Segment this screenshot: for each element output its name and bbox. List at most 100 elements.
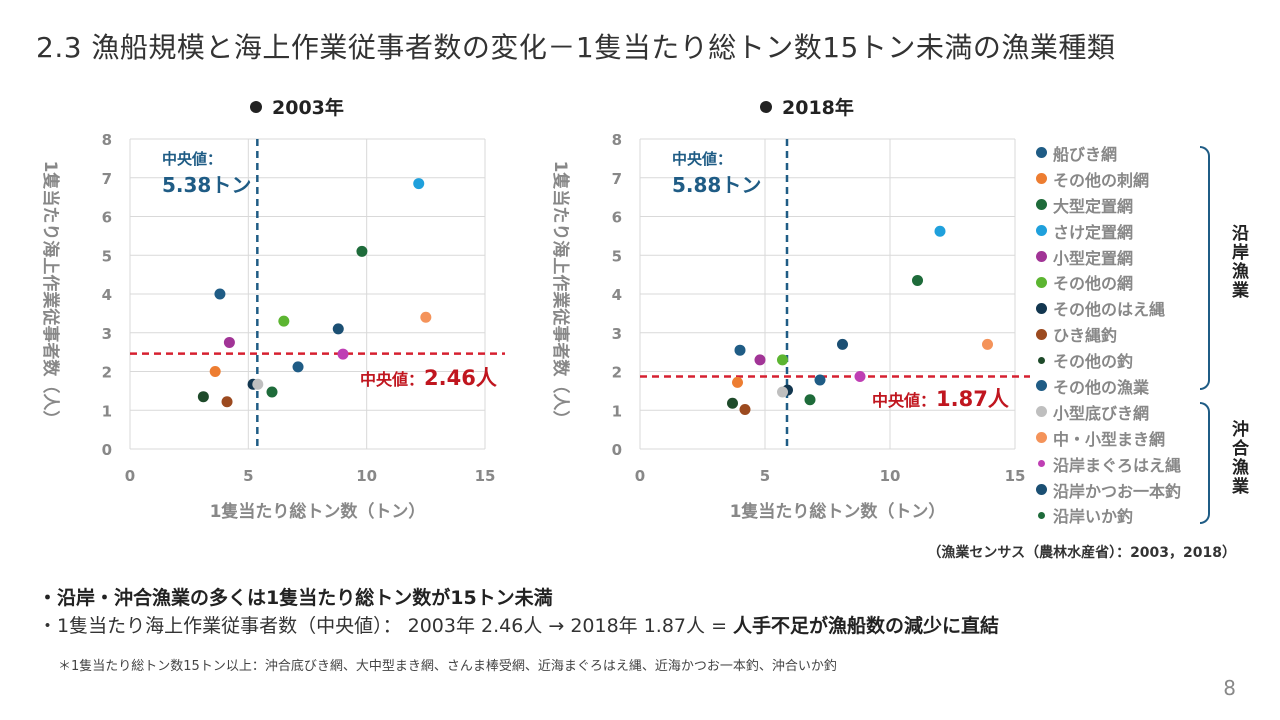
data-point xyxy=(734,344,746,356)
data-point xyxy=(413,178,425,190)
data-point xyxy=(804,394,816,406)
chart-title: 2018年 xyxy=(782,96,854,119)
y-tick-label: 4 xyxy=(102,286,112,304)
legend-item: 小型底びき網 xyxy=(1036,399,1226,425)
x-axis-label: 1隻当たり総トン数（トン） xyxy=(730,501,946,522)
data-point xyxy=(356,245,368,257)
chart-legend: 船びき網 その他の刺網 大型定置網 さけ定置網 小型定置網 その他の網 その他のはえ縄 ひき縄… xyxy=(1036,140,1226,528)
legend-item: 小型定置網 xyxy=(1036,244,1226,270)
legend-label: ひき縄釣 xyxy=(1053,326,1118,346)
legend-item: 沿岸まぐろはえ縄 xyxy=(1036,451,1226,477)
x-tick-label: 10 xyxy=(356,467,377,485)
x-tick-label: 15 xyxy=(475,467,496,485)
median-y-annotation: 中央値：2.46人 xyxy=(360,366,497,390)
legend-marker xyxy=(1036,432,1047,444)
median-y-annotation-value: 2.46人 xyxy=(424,366,497,390)
data-point xyxy=(292,361,304,373)
x-tick-label: 0 xyxy=(125,467,135,485)
legend-label: 沿岸いか釣 xyxy=(1053,507,1134,527)
x-tick-label: 5 xyxy=(243,467,253,485)
legend-marker xyxy=(1038,511,1045,519)
legend-marker xyxy=(1036,173,1047,185)
legend-label: その他の釣 xyxy=(1053,352,1134,372)
data-point xyxy=(727,397,738,409)
median-x-annotation-label: 中央値： xyxy=(162,150,222,168)
data-point xyxy=(854,371,866,383)
data-point xyxy=(197,391,209,403)
y-tick-label: 0 xyxy=(612,441,622,459)
legend-item: 中・小型まき網 xyxy=(1036,425,1226,451)
legend-label: 沿岸かつお一本釣 xyxy=(1053,481,1182,501)
x-tick-label: 5 xyxy=(760,467,770,485)
legend-marker xyxy=(1036,380,1047,392)
legend-marker xyxy=(1036,225,1047,237)
offshore-bracket xyxy=(1200,402,1210,524)
legend-item: その他の漁業 xyxy=(1036,373,1226,399)
data-point xyxy=(420,311,432,323)
median-y-annotation-label: 中央値： xyxy=(360,370,424,389)
coastal-bracket xyxy=(1200,146,1210,390)
source-note: （漁業センサス（農林水産省）：2003，2018） xyxy=(927,545,1236,561)
legend-label: 沿岸まぐろはえ縄 xyxy=(1053,455,1182,475)
data-point xyxy=(223,336,235,348)
y-tick-label: 3 xyxy=(102,325,112,343)
data-point xyxy=(754,354,766,366)
legend-marker xyxy=(1036,406,1047,418)
legend-marker xyxy=(1036,328,1047,340)
offshore-group-label: 沖合漁業 xyxy=(1228,420,1248,496)
legend-marker xyxy=(1038,356,1045,364)
data-point xyxy=(214,288,226,300)
y-axis-label: 1隻当たり海上作業従事者数（人） xyxy=(40,161,61,428)
bullet-point-2: ・1隻当たり海上作業従事者数（中央値）： 2003年 2.46人 → 2018年… xyxy=(38,611,999,638)
chart-title: 2003年 xyxy=(272,96,344,119)
y-tick-label: 3 xyxy=(612,325,622,343)
legend-item: 沿岸いか釣 xyxy=(1036,502,1226,528)
y-tick-label: 1 xyxy=(612,402,622,420)
data-point xyxy=(209,366,221,377)
legend-item: 船びき網 xyxy=(1036,140,1226,166)
data-point xyxy=(777,386,788,398)
y-tick-label: 8 xyxy=(102,131,112,149)
legend-marker xyxy=(1036,302,1047,314)
x-axis-label: 1隻当たり総トン数（トン） xyxy=(210,501,426,522)
slide-title: 2.3 漁船規模と海上作業従事者数の変化－1隻当たり総トン数15トン未満の漁業種… xyxy=(36,31,1116,64)
legend-marker xyxy=(1036,147,1047,159)
legend-marker xyxy=(1036,251,1047,262)
legend-item: さけ定置網 xyxy=(1036,218,1226,244)
y-tick-label: 6 xyxy=(102,209,112,227)
data-point xyxy=(739,403,751,415)
data-point xyxy=(934,225,946,237)
y-tick-label: 8 xyxy=(612,131,622,149)
page-number: 8 xyxy=(1223,676,1236,700)
median-x-annotation-label: 中央値： xyxy=(672,150,732,168)
legend-marker xyxy=(1036,276,1047,288)
data-point xyxy=(221,396,233,408)
x-tick-label: 0 xyxy=(635,467,645,485)
legend-label: その他の網 xyxy=(1053,274,1134,294)
chart-title-dot xyxy=(760,101,772,113)
data-point xyxy=(732,376,743,388)
bullet-point-1: ・沿岸・沖合漁業の多くは1隻当たり総トン数が15トン未満 xyxy=(38,587,553,609)
legend-label: その他の刺網 xyxy=(1053,170,1150,190)
data-point xyxy=(252,378,264,390)
y-tick-label: 2 xyxy=(102,364,112,382)
bullet-point-2-emphasis: 人手不足が漁船数の減少に直結 xyxy=(733,615,1000,637)
data-point xyxy=(837,338,848,350)
median-x-annotation-value: 5.38トン xyxy=(162,173,251,197)
legend-label: 小型定置網 xyxy=(1053,248,1134,268)
legend-marker xyxy=(1036,484,1047,496)
legend-label: 大型定置網 xyxy=(1053,196,1134,216)
y-tick-label: 4 xyxy=(612,286,622,304)
legend-label: さけ定置網 xyxy=(1053,222,1134,242)
legend-label: その他の漁業 xyxy=(1053,377,1150,397)
y-tick-label: 1 xyxy=(102,402,112,420)
coastal-group-label: 沿岸漁業 xyxy=(1228,224,1248,300)
data-point xyxy=(337,348,349,360)
data-point xyxy=(278,315,290,327)
legend-item: その他の釣 xyxy=(1036,347,1226,373)
median-y-annotation: 中央値：1.87人 xyxy=(872,387,1009,411)
legend-item: ひき縄釣 xyxy=(1036,321,1226,347)
chart-title-dot xyxy=(250,101,262,113)
x-tick-label: 10 xyxy=(880,467,901,485)
legend-label: 船びき網 xyxy=(1053,144,1118,164)
